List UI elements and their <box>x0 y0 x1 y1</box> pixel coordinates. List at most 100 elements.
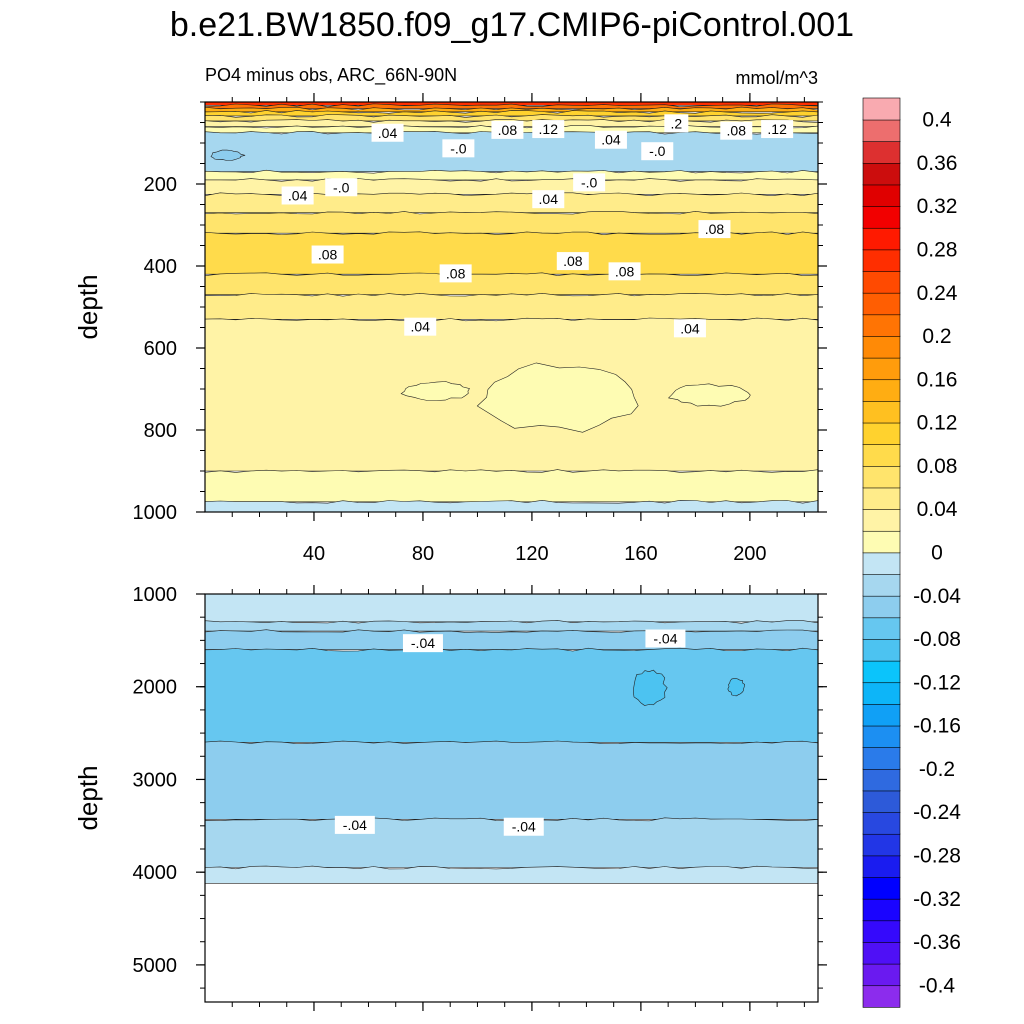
x-tick-label: 120 <box>515 543 548 565</box>
contour-label: -.04 <box>645 629 686 648</box>
contour-label: -.04 <box>334 815 375 834</box>
colorbar-segment <box>862 508 901 532</box>
colorbar-segment <box>862 205 901 229</box>
contour-band <box>205 272 818 295</box>
colorbar-segment <box>862 660 901 684</box>
colorbar-label: 0.16 <box>917 368 958 391</box>
colorbar-segment <box>862 682 901 705</box>
contour-label: .04 <box>673 319 706 338</box>
colorbar-label: -0.32 <box>913 888 961 911</box>
svg-text:-.04: -.04 <box>653 631 677 647</box>
colorbar-segment <box>862 335 901 359</box>
colorbar-segment <box>862 140 901 164</box>
colorbar-segment <box>862 855 901 878</box>
colorbar-label: 0.2 <box>922 325 951 348</box>
contour-band <box>205 231 818 275</box>
contour-label: -.0 <box>641 142 674 161</box>
contour-label: .04 <box>594 130 627 149</box>
colorbar-segment <box>862 119 901 142</box>
contour-band <box>205 647 818 743</box>
svg-text:.04: .04 <box>378 125 398 141</box>
colorbar-segment <box>862 422 901 445</box>
colorbar-segment <box>862 357 901 381</box>
contour-band <box>205 629 818 650</box>
colorbar-segment <box>862 249 901 272</box>
x-tick-label: 40 <box>303 543 325 565</box>
x-tick-label: 200 <box>733 543 766 565</box>
colorbar-segment <box>862 833 901 857</box>
svg-text:.12: .12 <box>539 121 559 137</box>
contour-band <box>205 740 818 820</box>
y-axis-label: depth <box>73 274 103 339</box>
colorbar-segment <box>862 595 901 619</box>
colorbar-label: -0.04 <box>913 585 961 608</box>
colorbar-segment <box>862 985 901 1008</box>
colorbar-segment <box>862 617 901 640</box>
svg-text:.08: .08 <box>563 253 583 269</box>
contour-label: .04 <box>371 123 404 142</box>
colorbar-segment <box>862 552 901 575</box>
colorbar-segment <box>862 184 901 207</box>
y-tick-label: 4000 <box>133 862 178 884</box>
contour-band <box>205 620 818 632</box>
contour-label: .08 <box>491 120 524 139</box>
y-tick-label: 3000 <box>133 769 178 791</box>
svg-text:.08: .08 <box>705 221 725 237</box>
contour-blob <box>476 362 639 433</box>
colorbar-segment <box>862 941 901 965</box>
contour-blob <box>210 149 246 161</box>
colorbar-label: 0.4 <box>922 109 952 132</box>
svg-text:-.0: -.0 <box>450 140 467 156</box>
svg-text:.08: .08 <box>615 263 635 279</box>
contour-blob <box>727 678 746 697</box>
svg-text:.08: .08 <box>446 265 466 281</box>
colorbar-label: -0.12 <box>913 671 961 694</box>
colorbar-segment <box>862 270 901 294</box>
contour-label: .04 <box>532 190 565 209</box>
colorbar-segment <box>862 573 901 597</box>
chart-title: b.e21.BW1850.f09_g17.CMIP6-piControl.001 <box>170 6 854 44</box>
contour-label: -.04 <box>402 634 443 653</box>
colorbar-segment <box>862 530 901 554</box>
svg-text:.08: .08 <box>498 122 518 138</box>
colorbar-label: 0.12 <box>917 412 958 435</box>
colorbar-label: 0.04 <box>917 498 958 521</box>
units-subtitle: mmol/m^3 <box>736 68 818 88</box>
contour-label: -.0 <box>442 139 475 158</box>
y-tick-label: 800 <box>144 420 177 442</box>
colorbar-segment <box>862 400 901 424</box>
contour-label: .08 <box>720 121 753 140</box>
svg-text:.12: .12 <box>767 121 787 137</box>
contour-label: .08 <box>439 264 472 283</box>
contour-blob <box>400 381 470 401</box>
contour-label: .2 <box>664 114 689 133</box>
colorbar-segment <box>862 487 901 510</box>
y-tick-label: 400 <box>144 256 177 278</box>
contour-band <box>205 169 818 181</box>
svg-text:.08: .08 <box>318 247 338 263</box>
contour-blob <box>633 669 668 706</box>
colorbar-label: 0.28 <box>917 239 958 262</box>
svg-text:.04: .04 <box>680 320 700 336</box>
colorbar-label: 0 <box>931 542 943 565</box>
colorbar-segment <box>862 465 901 489</box>
y-axis-label: depth <box>73 765 103 830</box>
contour-label: .04 <box>404 317 437 336</box>
colorbar-segment <box>862 314 901 337</box>
lower-panel: 1000 2000 3000 4000 5000 depth -.04 -.04 -.04 -.0… <box>73 584 827 1011</box>
colorbar-label: -0.36 <box>913 931 961 954</box>
y-tick-label: 5000 <box>133 955 178 977</box>
colorbar-segment <box>862 768 901 792</box>
contour-label: .04 <box>281 186 314 205</box>
contour-label: -.0 <box>325 178 358 197</box>
colorbar-segment <box>862 162 901 186</box>
svg-text:-.04: -.04 <box>512 819 536 835</box>
y-tick-label: 600 <box>144 338 177 360</box>
svg-text:-.04: -.04 <box>411 635 435 651</box>
contour-blob <box>667 383 751 407</box>
contour-band <box>205 292 818 320</box>
colorbar-label: -0.08 <box>913 628 961 651</box>
contour-label: .08 <box>698 220 731 239</box>
svg-text:.04: .04 <box>539 191 559 207</box>
colorbar-label: -0.16 <box>913 715 961 738</box>
